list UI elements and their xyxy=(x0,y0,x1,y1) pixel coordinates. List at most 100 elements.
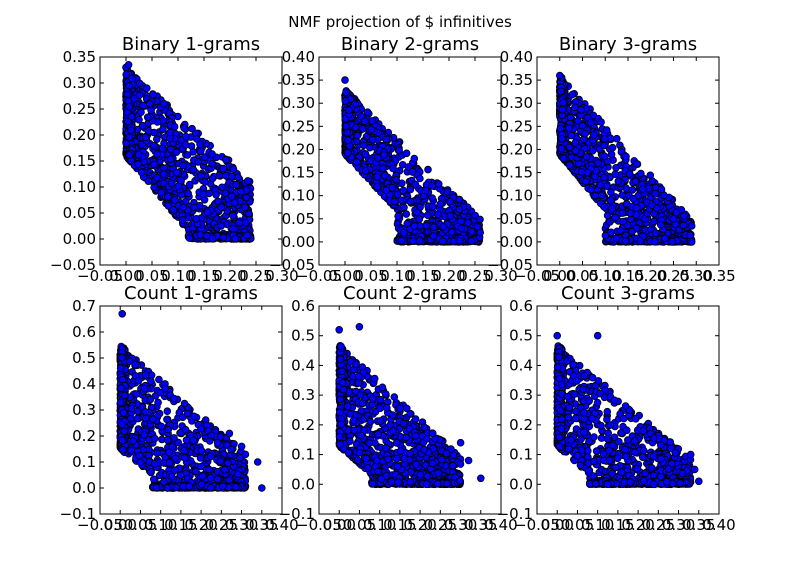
scatter-point xyxy=(154,398,162,407)
scatter-point xyxy=(439,223,448,231)
scatter-panel-2: Binary 2-grams−0.050.000.050.100.150.200… xyxy=(269,34,518,285)
scatter-point xyxy=(612,164,620,172)
scatter-point xyxy=(668,238,676,246)
scatter-point xyxy=(400,203,408,212)
x-tick-label: 0.25 xyxy=(458,267,491,285)
scatter-point xyxy=(607,150,616,159)
scatter-point xyxy=(411,180,420,189)
y-tick-label: 0.30 xyxy=(500,94,533,112)
scatter-point xyxy=(596,181,605,189)
scatter-point xyxy=(139,101,147,110)
scatter-point xyxy=(201,178,209,186)
scatter-point xyxy=(167,179,176,188)
scatter-point xyxy=(184,189,192,198)
scatter-point xyxy=(393,190,402,199)
scatter-point xyxy=(467,237,476,245)
x-tick-label: 0.30 xyxy=(484,267,517,285)
scatter-point xyxy=(160,99,168,108)
y-tick-label: 0.00 xyxy=(282,233,315,251)
scatter-point xyxy=(361,150,370,158)
scatter-point xyxy=(382,135,391,144)
y-tick-label: 0.25 xyxy=(500,117,533,135)
scatter-point xyxy=(390,197,399,206)
scatter-point xyxy=(180,124,188,132)
scatter-point xyxy=(555,71,564,80)
scatter-points xyxy=(116,309,266,492)
scatter-point xyxy=(410,154,419,163)
scatter-point xyxy=(147,106,155,115)
figure-suptitle: NMF projection of $ infinitives xyxy=(288,13,512,31)
scatter-point xyxy=(200,153,209,161)
scatter-point xyxy=(612,134,621,143)
scatter-point xyxy=(125,103,134,111)
scatter-point xyxy=(607,188,615,197)
scatter-point xyxy=(381,172,389,180)
scatter-point xyxy=(243,231,251,240)
scatter-point xyxy=(352,158,361,166)
scatter-point xyxy=(621,237,630,245)
scatter-point xyxy=(134,150,143,159)
scatter-point xyxy=(661,234,669,243)
y-tick-label: 0.40 xyxy=(282,48,315,66)
x-tick-label: 0.05 xyxy=(354,267,387,285)
scatter-points xyxy=(122,61,255,243)
y-tick-label: 0.10 xyxy=(282,187,315,205)
scatter-point xyxy=(373,182,382,191)
y-tick-label: 0.40 xyxy=(500,48,533,66)
scatter-point xyxy=(135,79,144,88)
scatter-point xyxy=(436,200,445,209)
scatter-point xyxy=(408,168,417,176)
scatter-point xyxy=(629,194,637,203)
scatter-point xyxy=(389,164,397,173)
y-tick-label: 0.15 xyxy=(500,164,533,182)
scatter-point xyxy=(182,132,190,141)
scatter-point xyxy=(208,174,217,183)
scatter-point xyxy=(227,172,236,181)
scatter-point xyxy=(438,237,447,246)
scatter-point xyxy=(614,177,623,186)
scatter-point xyxy=(434,180,443,188)
scatter-point xyxy=(568,90,577,99)
scatter-point xyxy=(603,182,611,191)
scatter-point xyxy=(558,135,566,143)
y-tick-label: 0.30 xyxy=(63,74,96,92)
scatter-point xyxy=(618,209,627,217)
axes-frame xyxy=(318,56,502,266)
scatter-point xyxy=(622,152,630,161)
scatter-point xyxy=(415,237,424,245)
scatter-point xyxy=(134,160,142,169)
scatter-point xyxy=(190,203,198,212)
scatter-point xyxy=(428,182,436,190)
scatter-point xyxy=(404,163,413,171)
scatter-point xyxy=(222,156,230,164)
scatter-point xyxy=(231,234,240,243)
scatter-point xyxy=(345,106,353,114)
scatter-point xyxy=(680,212,688,220)
scatter-point xyxy=(651,190,660,198)
scatter-point xyxy=(153,173,161,182)
scatter-point xyxy=(399,186,408,195)
scatter-point xyxy=(127,112,136,121)
scatter-point xyxy=(196,140,204,149)
scatter-point xyxy=(382,186,391,195)
scatter-point xyxy=(557,87,565,96)
scatter-point xyxy=(559,154,568,163)
scatter-point xyxy=(582,177,590,186)
scatter-point xyxy=(567,131,576,140)
scatter-point xyxy=(229,225,237,233)
y-tick-label: −0.05 xyxy=(487,256,533,274)
scatter-point xyxy=(397,236,406,245)
scatter-point xyxy=(600,141,608,150)
scatter-point xyxy=(577,106,585,114)
y-tick-label: 0.25 xyxy=(282,117,315,135)
scatter-point xyxy=(159,125,167,134)
scatter-point xyxy=(581,129,589,138)
scatter-point xyxy=(558,106,567,114)
scatter-point xyxy=(587,186,595,194)
scatter-point xyxy=(196,147,205,156)
scatter-point xyxy=(578,121,587,130)
scatter-point xyxy=(446,198,454,206)
scatter-point xyxy=(400,228,408,237)
scatter-point xyxy=(163,415,171,424)
y-tick-label: 0.25 xyxy=(63,100,96,118)
